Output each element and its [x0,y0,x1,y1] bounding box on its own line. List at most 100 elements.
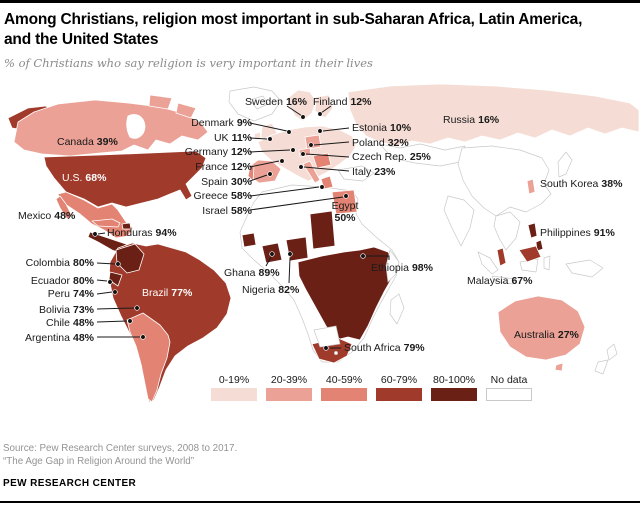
country-shape-lesotho [334,351,338,355]
region-shape-namibia-botswana [313,325,341,348]
leader-line-finland [320,105,332,114]
leader-line-peru [96,291,113,295]
country-shape-malaysia-borneo [518,245,542,263]
leader-line-estonia [322,127,350,132]
country-label-israel: Israel 58% [202,205,252,217]
leader-line-denmark [249,122,288,132]
dot-south-africa [323,345,329,351]
leader-line-italy [303,166,350,172]
legend-item-80-100: 80-100% [431,374,477,401]
legend-swatch-80-100 [431,388,477,401]
dot-greece [319,184,325,190]
leader-line-sweden [286,105,303,117]
leader-line-spain [249,174,268,182]
country-shape-canada-arctic-2 [175,102,197,119]
country-label-south-korea: South Korea 38% [540,178,623,190]
country-shape-us [43,150,207,208]
dot-czech [300,151,306,157]
country-shape-canada-arctic-1 [148,94,173,110]
leader-line-ecuador [96,279,108,282]
leader-line-france [249,160,280,168]
country-shape-japan [557,151,573,178]
brand-pew-research-center: PEW RESEARCH CENTER [3,478,137,489]
top-rule [0,0,640,3]
region-shape-chile-argentina [126,312,171,403]
country-label-russia: Russia 16% [443,114,500,126]
legend-item-40-59: 40-59% [321,374,367,401]
country-label-egypt: Egypt 50% [331,200,359,224]
region-shape-south-america [108,242,232,403]
dot-spain [267,171,273,177]
country-label-bolivia: Bolivia 73% [39,304,94,316]
country-shape-new-guinea [565,259,604,278]
legend-label: 80-100% [432,374,476,386]
country-label-finland: Finland 12% [313,96,372,108]
country-label-honduras: Honduras 94% [107,227,177,239]
country-shape-tasmania [554,362,564,372]
country-shape-cuba [91,218,121,228]
dot-ethiopia [360,253,366,259]
country-label-brazil: Brazil 77% [142,287,193,299]
title-line-1: Among Christians, religion most importan… [4,11,583,28]
leader-line-honduras [97,232,106,235]
marker-dots [92,111,366,351]
country-shape-south-korea [526,178,536,195]
map-legend: 0-19% 20-39% 40-59% 60-79% 80-100% No da… [211,374,532,401]
legend-label: 60-79% [380,374,418,386]
legend-swatch-40-59 [321,388,367,401]
dot-germany [290,147,296,153]
country-shape-chad [309,210,336,250]
country-shape-egypt [331,189,358,215]
country-label-germany: Germany 12% [184,146,252,158]
dot-colombia [115,261,121,267]
country-label-ecuador: Ecuador 80% [30,275,94,287]
source-line-1: Source: Pew Research Center surveys, 200… [3,443,238,454]
bottom-rule [0,501,640,503]
legend-label: 0-19% [218,374,250,386]
subtitle: % of Christians who say religion is very… [4,56,373,70]
region-shape-scandinavia [287,89,317,122]
leader-line-chile [96,320,128,323]
country-shape-iceland [249,95,269,110]
country-label-chile: Chile 48% [46,317,94,329]
dot-ecuador [107,279,113,285]
title-line-2: and the United States [4,31,159,49]
country-shape-indonesia-java [491,275,516,285]
country-label-greece: Greece 58% [193,190,252,202]
leader-line-israel [249,196,344,211]
country-label-south-africa: South Africa 79% [344,342,425,354]
country-label-estonia: Estonia 10% [352,122,412,134]
leader-lines [96,105,390,349]
country-label-sweden: Sweden 16% [245,96,307,108]
country-label-spain: Spain 30% [201,176,252,188]
legend-swatch-0-19 [211,388,257,401]
country-label-ghana: Ghana 89% [224,267,280,279]
dot-sweden [300,114,306,120]
leader-line-bolivia [96,307,135,310]
country-shape-mexico-baja [55,195,73,220]
country-shape-australia [497,295,586,361]
country-shape-italy [302,160,321,184]
dot-bolivia [134,305,140,311]
country-shape-hispaniola [121,222,132,230]
legend-swatch-20-39 [266,388,312,401]
country-label-poland: Poland 32% [352,137,409,149]
country-shape-senegal [241,232,257,248]
dot-nigeria [287,251,293,257]
dot-estonia [317,128,323,134]
region-shape-china-mongolia [457,145,552,217]
dot-peru [112,289,118,295]
leader-line-czech [305,153,350,158]
country-label-uk: UK 11% [213,132,252,144]
country-shape-malaysia-peninsula [496,247,507,267]
dot-chile [127,318,133,324]
country-shape-new-zealand-north [606,343,618,361]
legend-label: No data [490,374,528,386]
country-label-nigeria: Nigeria 82% [242,284,300,296]
leader-line-nigeria [288,257,291,284]
leader-line-germany [249,149,291,153]
legend-item-0-19: 0-19% [211,374,257,401]
legend-swatch-no-data [486,388,532,401]
